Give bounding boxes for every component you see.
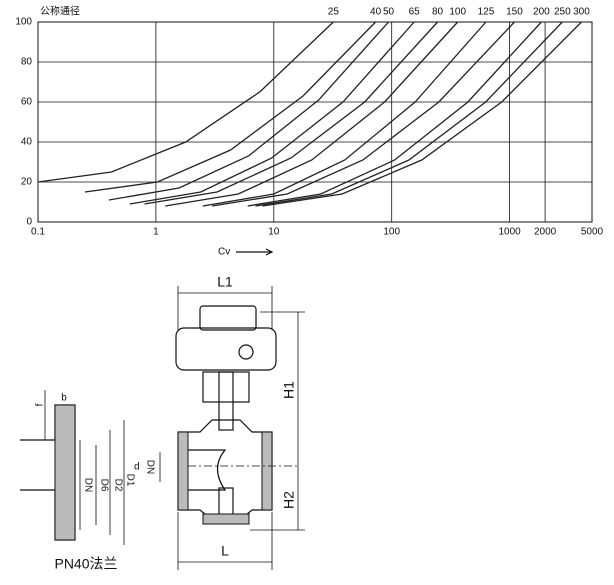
x-tick-label: 100 xyxy=(383,227,400,238)
curve xyxy=(262,21,582,207)
dim-label: H1 xyxy=(281,381,297,399)
curve xyxy=(84,21,377,193)
series-label: 50 xyxy=(383,7,395,18)
y-tick-label: 0 xyxy=(26,217,32,228)
series-label: 200 xyxy=(533,7,550,18)
dim-label: b xyxy=(61,393,67,404)
ball xyxy=(188,449,227,491)
y-tick-label: 40 xyxy=(21,137,33,148)
bottom-cap xyxy=(202,513,250,525)
dim-label: L xyxy=(221,543,229,559)
actuator-bolt xyxy=(238,344,254,360)
x-axis-label: Cv xyxy=(218,247,230,258)
x-arrow-head xyxy=(265,248,274,256)
curve xyxy=(37,21,334,183)
dim-label: D2 xyxy=(112,479,123,492)
y-tick-label: 60 xyxy=(21,97,33,108)
x-tick-label: 0.1 xyxy=(31,227,45,238)
x-tick-label: 5000 xyxy=(581,227,604,238)
chart: 公称通径 Cv 0 20 40 60 80 100 0.1 1 10 100 1000 2000 500… xyxy=(15,5,603,258)
series-label: 300 xyxy=(573,7,590,18)
valve-drawing: L1 H1 H2 L DN DN D6 D2 D1 f b d PN40法兰 xyxy=(20,274,305,572)
dim-label: D6 xyxy=(98,479,109,492)
curve xyxy=(129,21,415,205)
series-label: 65 xyxy=(409,7,421,18)
y-tick-label: 100 xyxy=(15,17,32,28)
series-label: 80 xyxy=(432,7,444,18)
curve xyxy=(212,21,515,207)
actuator-cap xyxy=(199,305,257,331)
x-tick-label: 10 xyxy=(268,227,280,238)
y-tick-label: 80 xyxy=(21,57,33,68)
dim-label: H2 xyxy=(281,491,297,509)
dim-label: D1 xyxy=(124,474,135,487)
dim-label: DN xyxy=(82,478,93,492)
y-tick-label: 20 xyxy=(21,177,33,188)
series-label: 250 xyxy=(554,7,571,18)
curve xyxy=(247,21,542,207)
series-label: 125 xyxy=(478,7,495,18)
dim-label: DN xyxy=(144,460,155,474)
curve xyxy=(108,21,390,201)
curve xyxy=(165,21,459,207)
x-tick-label: 2000 xyxy=(534,227,557,238)
series-label: 40 xyxy=(370,7,382,18)
dim-label: L1 xyxy=(217,274,233,290)
series-label: 150 xyxy=(506,7,523,18)
series-label: 100 xyxy=(449,7,466,18)
curve xyxy=(144,21,439,205)
bracket xyxy=(202,371,250,403)
x-tick-label: 1 xyxy=(153,227,159,238)
actuator-body xyxy=(175,327,277,371)
series-label: 25 xyxy=(328,7,340,18)
plot-frame xyxy=(37,21,593,223)
flange-left xyxy=(177,431,189,511)
curve xyxy=(202,21,487,207)
y-axis-label: 公称通径 xyxy=(40,5,80,18)
stem xyxy=(218,371,234,431)
caption: PN40法兰 xyxy=(54,556,117,572)
flange-hatch xyxy=(54,404,76,541)
curve xyxy=(255,21,563,207)
dim-label: d xyxy=(134,462,140,473)
dim-label: f xyxy=(35,403,46,406)
x-tick-label: 1000 xyxy=(498,227,521,238)
flange-right xyxy=(261,431,273,511)
valve-body xyxy=(177,419,273,521)
